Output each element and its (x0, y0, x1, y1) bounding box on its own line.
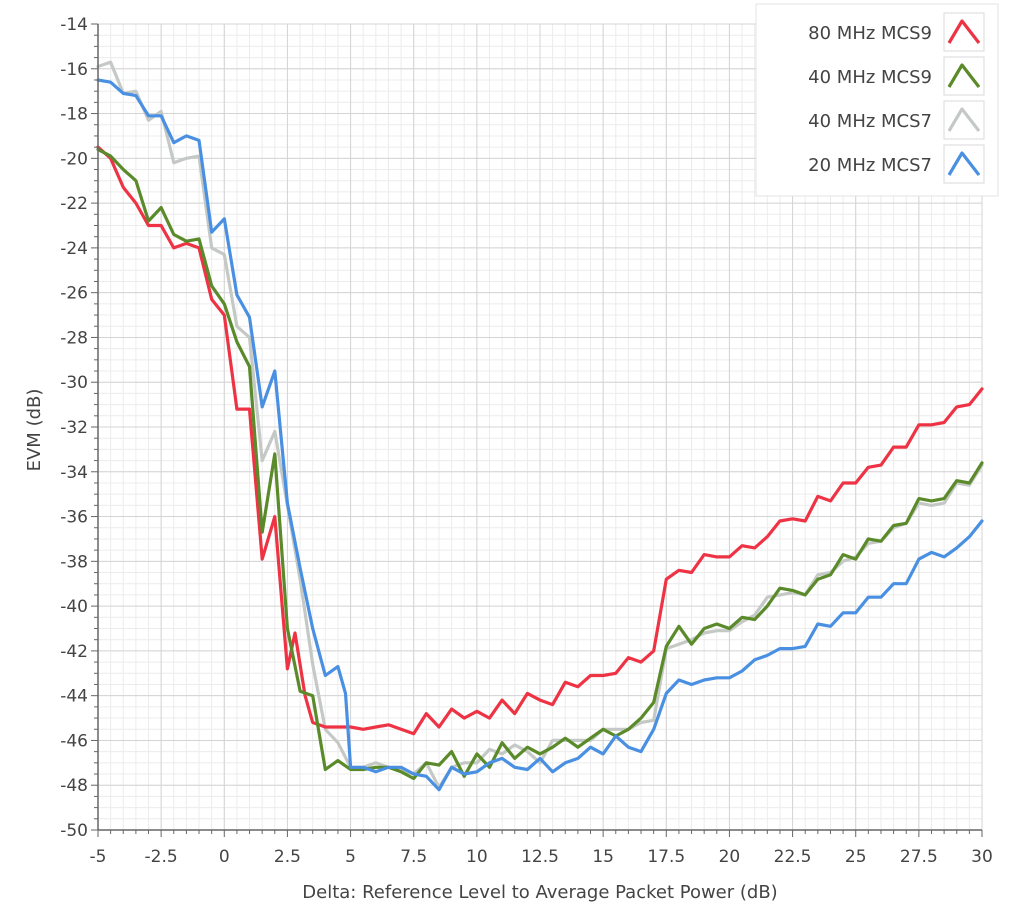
y-tick-label: -22 (60, 194, 88, 214)
x-tick-label: -2.5 (145, 847, 178, 867)
legend-label: 40 MHz MCS7 (808, 111, 932, 132)
x-tick-label: 17.5 (647, 847, 685, 867)
y-tick-labels: -14 -16 -18 -20 -22 -24 -26 -28 -30 -32 -34 -36 -38 -… (60, 15, 88, 841)
x-tick-label: -5 (90, 847, 107, 867)
legend-swatch-glyph (947, 151, 981, 176)
x-tick-label: 10 (466, 847, 488, 867)
y-tick-label: -18 (60, 105, 88, 125)
y-tick-label: -24 (60, 239, 88, 259)
axes-layer (91, 23, 983, 837)
y-tick-label: -36 (60, 508, 88, 528)
y-tick-label: -16 (60, 60, 88, 80)
series-line-20-mhz-mcs7 (96, 78, 984, 792)
legend: 80 MHz MCS9 40 MHz MCS9 40 MHz MCS7 20 MHz … (755, 3, 999, 197)
x-tick-label: 22.5 (774, 847, 812, 867)
legend-swatch-box (943, 56, 985, 96)
legend-label: 40 MHz MCS9 (808, 67, 932, 88)
legend-label: 80 MHz MCS9 (808, 23, 932, 44)
y-tick-label: -20 (60, 149, 88, 169)
legend-swatch-box (943, 100, 985, 140)
x-tick-label: 20 (719, 847, 741, 867)
legend-swatch-glyph (947, 19, 981, 44)
x-tick-label: 2.5 (274, 847, 301, 867)
series-line-80-mhz-mcs9 (96, 145, 984, 736)
y-tick-label: -42 (60, 642, 88, 662)
legend-swatch-glyph (947, 63, 981, 88)
legend-swatch-box (943, 12, 985, 52)
y-tick-label: -44 (60, 687, 88, 707)
x-tick-label: 12.5 (521, 847, 559, 867)
x-tick-label: 0 (219, 847, 230, 867)
y-tick-label: -40 (60, 597, 88, 617)
x-tick-label: 27.5 (900, 847, 938, 867)
x-tick-label: 7.5 (400, 847, 427, 867)
x-axis-title: Delta: Reference Level to Average Packet… (302, 882, 777, 903)
series-line-40-mhz-mcs9 (96, 147, 984, 781)
y-tick-label: -32 (60, 418, 88, 438)
y-tick-label: -34 (60, 463, 88, 483)
y-tick-label: -26 (60, 284, 88, 304)
y-tick-label: -14 (60, 15, 88, 35)
y-tick-label: -28 (60, 328, 88, 348)
series-layer (96, 60, 984, 792)
y-tick-label: -50 (60, 821, 88, 841)
y-axis-title: EVM (dB) (24, 389, 45, 472)
y-tick-label: -46 (60, 731, 88, 751)
x-tick-label: 25 (845, 847, 867, 867)
y-tick-label: -30 (60, 373, 88, 393)
legend-swatch-box (943, 144, 985, 184)
x-tick-label: 30 (971, 847, 993, 867)
y-tick-label: -48 (60, 776, 88, 796)
x-tick-label: 5 (345, 847, 356, 867)
legend-label: 20 MHz MCS7 (808, 155, 932, 176)
x-tick-label: 15 (592, 847, 614, 867)
x-tick-labels: -5 -2.5 0 2.5 5 7.5 10 12.5 15 17.5 20 22.5 25 27.5 30 (90, 847, 993, 867)
y-tick-label: -38 (60, 552, 88, 572)
legend-swatch-glyph (947, 107, 981, 132)
